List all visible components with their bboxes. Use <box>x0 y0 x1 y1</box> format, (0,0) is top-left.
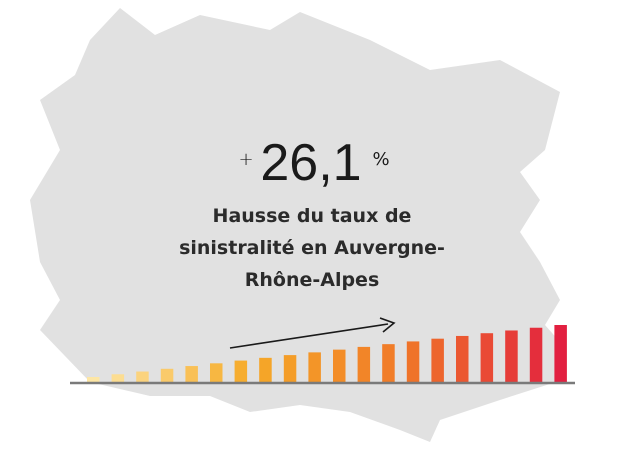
decorative-bar <box>529 327 543 382</box>
decorative-bar <box>554 325 567 382</box>
decorative-bar <box>210 363 223 382</box>
decorative-bar <box>431 338 444 382</box>
decorative-bar <box>185 366 198 382</box>
decorative-bar <box>357 346 371 382</box>
decorative-bar <box>505 330 518 382</box>
decorative-bar <box>111 374 125 382</box>
decorative-bar <box>160 368 174 382</box>
arrow-head <box>379 317 396 333</box>
stat-value: 26,1 <box>260 134 361 192</box>
decorative-bar <box>406 341 420 382</box>
decorative-bar <box>87 377 100 382</box>
caption-line: sinistralité en Auvergne- <box>179 237 445 259</box>
caption-line: Hausse du taux de <box>213 205 412 227</box>
region-map <box>30 8 560 442</box>
stat-suffix: % <box>372 149 389 170</box>
stat-prefix: + <box>238 149 253 170</box>
decorative-bar <box>456 335 469 382</box>
decorative-bar <box>308 352 321 382</box>
caption-line: Rhône-Alpes <box>245 269 380 291</box>
decorative-bar <box>333 349 346 382</box>
decorative-bar <box>136 371 149 382</box>
decorative-bar <box>480 333 494 382</box>
decorative-bar <box>283 355 297 382</box>
decorative-bar <box>259 357 272 382</box>
trend-arrow <box>229 323 389 349</box>
decorative-bars <box>87 325 567 382</box>
decorative-bar <box>234 360 248 382</box>
decorative-bar <box>382 344 395 382</box>
